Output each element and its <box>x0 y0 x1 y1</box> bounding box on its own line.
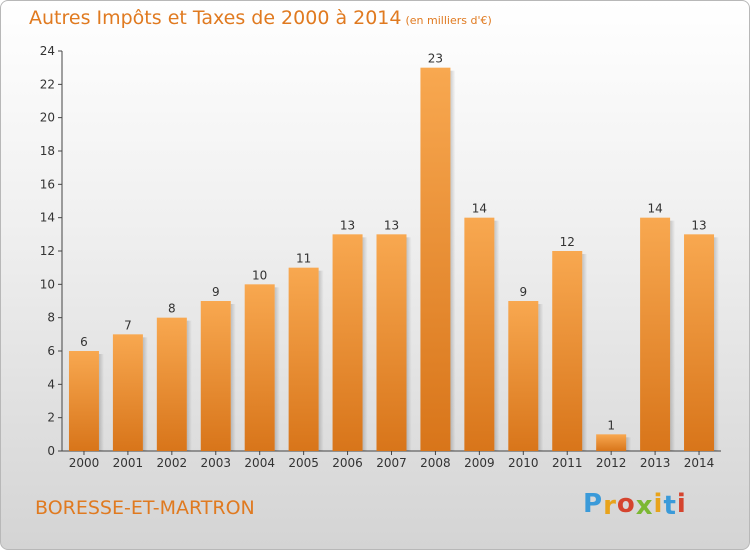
bar <box>112 334 143 451</box>
bar <box>376 234 407 451</box>
x-tick-label: 2004 <box>244 456 275 470</box>
bar-value-label: 13 <box>691 218 706 232</box>
bar <box>244 284 275 451</box>
bar <box>420 67 451 452</box>
bar <box>288 267 319 451</box>
y-tick-label: 24 <box>40 44 55 58</box>
y-tick-label: 6 <box>47 344 55 358</box>
bar-value-label: 9 <box>519 285 527 299</box>
bar-value-label: 14 <box>472 202 487 216</box>
bar-shadow <box>626 437 632 451</box>
x-tick-label: 2013 <box>640 456 671 470</box>
y-tick-label: 10 <box>40 277 55 291</box>
bar-shadow <box>494 220 500 451</box>
x-tick-label: 2005 <box>288 456 319 470</box>
y-tick-label: 14 <box>40 211 55 225</box>
chart-title: Autres Impôts et Taxes de 2000 à 2014 (en… <box>29 7 492 29</box>
bar-shadow <box>318 270 324 451</box>
commune-name: BORESSE-ET-MARTRON <box>35 497 255 519</box>
y-tick-label: 2 <box>47 411 55 425</box>
y-tick-label: 22 <box>40 77 55 91</box>
x-tick-label: 2007 <box>376 456 407 470</box>
x-tick-label: 2014 <box>684 456 715 470</box>
bar-value-label: 9 <box>212 285 220 299</box>
y-tick-label: 18 <box>40 144 55 158</box>
x-tick-label: 2012 <box>596 456 627 470</box>
bar-shadow <box>98 354 104 451</box>
bar <box>640 217 671 451</box>
bar-shadow <box>274 287 280 451</box>
bar-value-label: 11 <box>296 252 311 266</box>
bar <box>684 234 715 451</box>
bar-shadow <box>406 237 412 451</box>
bar <box>200 301 231 451</box>
x-tick-label: 2006 <box>332 456 363 470</box>
bar-shadow <box>538 304 544 451</box>
logo-letter: t <box>663 491 677 521</box>
x-tick-label: 2001 <box>113 456 144 470</box>
bar <box>68 351 99 451</box>
bar-shadow <box>142 337 148 451</box>
bar <box>508 301 539 451</box>
x-tick-label: 2011 <box>552 456 583 470</box>
bar-value-label: 13 <box>340 218 355 232</box>
y-tick-label: 16 <box>40 177 55 191</box>
bar <box>156 317 187 451</box>
logo-letter: o <box>616 489 636 519</box>
bar-value-label: 14 <box>647 202 662 216</box>
bar-value-label: 1 <box>607 418 615 432</box>
x-tick-label: 2000 <box>69 456 100 470</box>
x-tick-label: 2003 <box>200 456 231 470</box>
bar-value-label: 23 <box>428 52 443 66</box>
bar-value-label: 6 <box>80 335 88 349</box>
bar <box>332 234 363 451</box>
x-tick-label: 2002 <box>157 456 188 470</box>
logo-letter: r <box>603 491 617 521</box>
logo-letter: x <box>635 491 654 521</box>
bar-value-label: 8 <box>168 302 176 316</box>
bar-value-label: 12 <box>560 235 575 249</box>
bar-shadow <box>362 237 368 451</box>
bar <box>552 251 583 451</box>
bar-shadow <box>714 237 720 451</box>
bar-value-label: 10 <box>252 268 267 282</box>
bar-shadow <box>670 220 676 451</box>
x-tick-label: 2010 <box>508 456 539 470</box>
y-tick-label: 8 <box>47 311 55 325</box>
bar-shadow <box>450 70 456 452</box>
y-tick-label: 0 <box>47 444 55 458</box>
x-tick-label: 2009 <box>464 456 495 470</box>
y-tick-label: 12 <box>40 244 55 258</box>
logo-letter: i <box>676 489 687 519</box>
y-tick-label: 4 <box>47 377 55 391</box>
chart-subtitle: (en milliers d'€) <box>405 14 492 27</box>
bar-shadow <box>230 304 236 451</box>
logo-letter: P <box>583 489 604 519</box>
bar <box>596 434 627 451</box>
y-tick-label: 20 <box>40 111 55 125</box>
bar-value-label: 7 <box>124 318 132 332</box>
bar-value-label: 13 <box>384 218 399 232</box>
bar <box>464 217 495 451</box>
bar-shadow <box>186 320 192 451</box>
logo-letter: i <box>653 489 664 519</box>
title-text: Autres Impôts et Taxes de 2000 à 2014 <box>29 7 402 29</box>
bar-shadow <box>582 254 588 451</box>
x-tick-label: 2008 <box>420 456 451 470</box>
proxiti-logo: Proxiti <box>583 489 687 521</box>
